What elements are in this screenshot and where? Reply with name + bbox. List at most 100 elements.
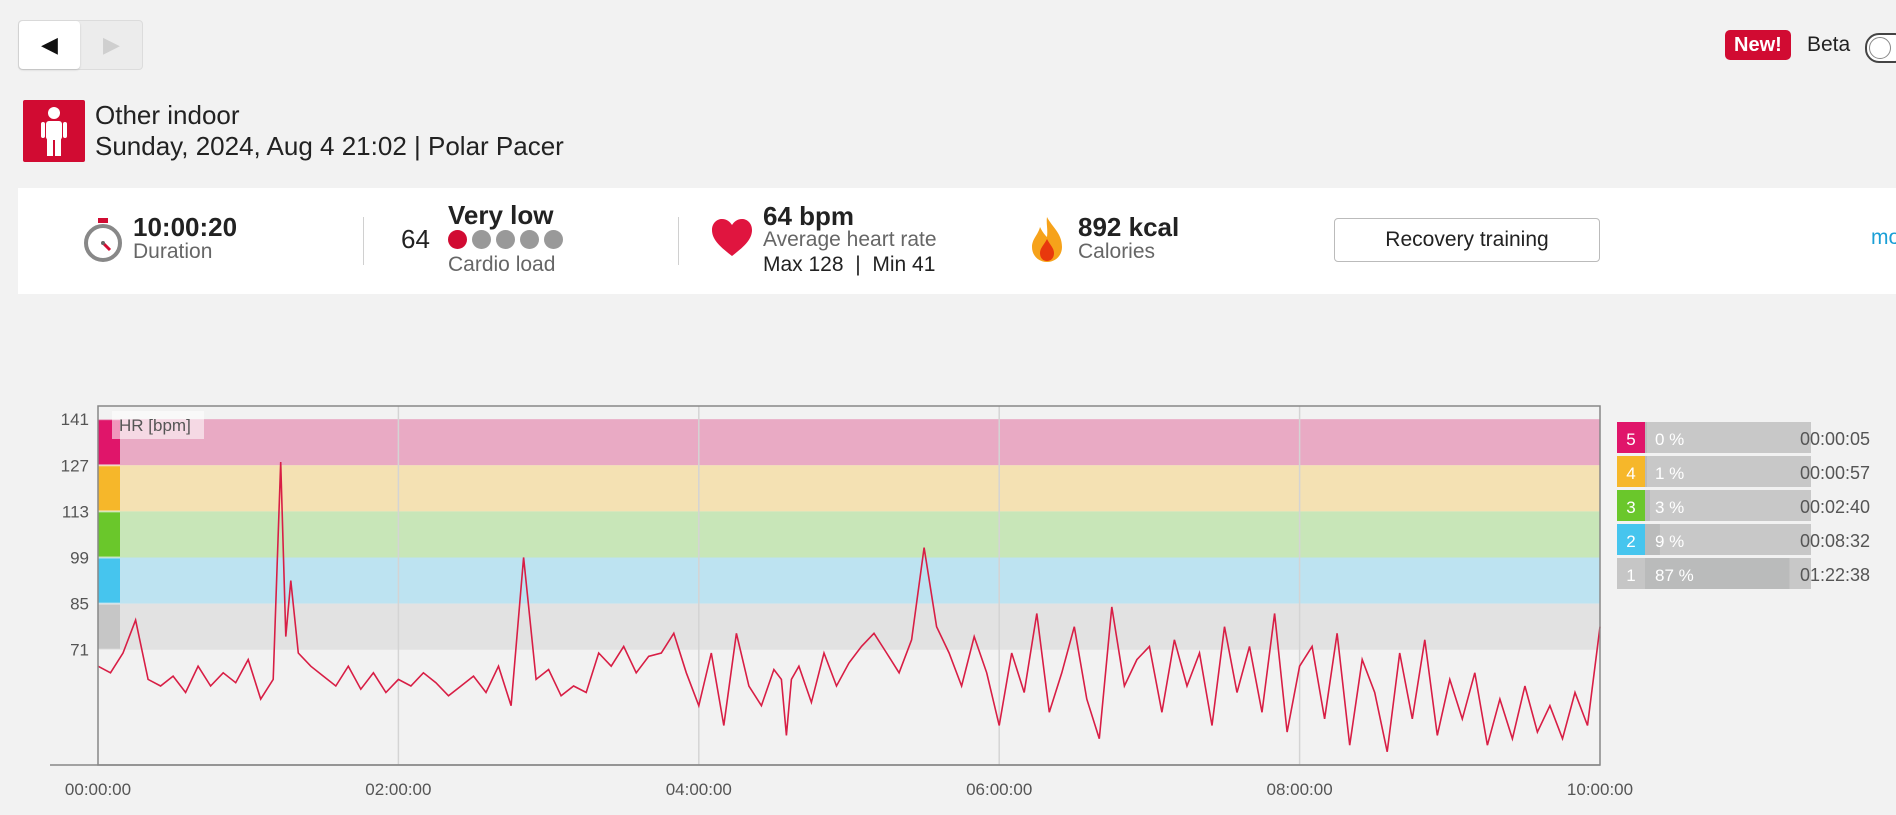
- zone-3-marker: [98, 512, 120, 557]
- x-axis-ticks: 00:00:00 02:00:00 04:00:00 06:00:00 08:00:00…: [65, 780, 1633, 799]
- cardio-dot: [544, 230, 563, 249]
- zone-1-fill: [1645, 558, 1790, 589]
- zone-percent: 3 %: [1655, 498, 1684, 517]
- x-tick-label: 06:00:00: [966, 780, 1032, 799]
- calories-label: Calories: [1078, 240, 1156, 263]
- cardio-dot-filled: [448, 230, 467, 249]
- zone-5-band: [98, 419, 1600, 466]
- zone-1-track: [1645, 558, 1811, 589]
- zone-2-swatch: [1617, 524, 1645, 555]
- heart-icon: [711, 218, 753, 263]
- hr-average-label: Average heart rate: [763, 228, 937, 251]
- zone-markers: [98, 420, 120, 649]
- cardio-dot: [520, 230, 539, 249]
- summary-card: [18, 188, 1896, 294]
- x-tick-label: 02:00:00: [365, 780, 431, 799]
- cardio-load-label: Cardio load: [448, 253, 556, 276]
- zone-time: 01:22:38: [1800, 565, 1870, 585]
- x-tick-label: 10:00:00: [1567, 780, 1633, 799]
- zone-number: 3: [1626, 498, 1635, 517]
- divider: [678, 217, 679, 265]
- toggle-knob: [1869, 37, 1891, 59]
- zone-summary: 5 0 % 00:00:05 4 1 % 00:00:57 3 3 % 00:02:40 2 9 %…: [1617, 422, 1870, 589]
- plot-frame: [97, 405, 1601, 766]
- zone-bands: [98, 419, 1600, 650]
- zone-time: 00:08:32: [1800, 531, 1870, 551]
- zone-percent: 1 %: [1655, 464, 1684, 483]
- training-benefit-button[interactable]: Recovery training: [1334, 218, 1600, 262]
- stopwatch-icon: [82, 216, 124, 269]
- y-tick-label: 141: [61, 410, 89, 429]
- zone-5-marker: [98, 420, 120, 465]
- previous-session-button[interactable]: ◀: [19, 21, 80, 69]
- zone-1-marker: [98, 604, 120, 649]
- new-badge: New!: [1725, 30, 1791, 60]
- next-session-button[interactable]: ▶: [81, 21, 142, 69]
- zone-1-band: [98, 603, 1600, 650]
- zone-time: 00:00:57: [1800, 463, 1870, 483]
- zone-5-track: [1645, 422, 1811, 453]
- hr-max-min: Max 128 | Min 41: [763, 253, 935, 277]
- hr-separator: |: [855, 253, 861, 276]
- series-label-background: [112, 411, 204, 439]
- zone-4-marker: [98, 466, 120, 511]
- series-label: HR [bpm]: [119, 416, 191, 435]
- zone-time: 00:02:40: [1800, 497, 1870, 517]
- zone-number: 4: [1626, 464, 1635, 483]
- duration-label: Duration: [133, 240, 213, 263]
- cardio-dot: [496, 230, 515, 249]
- sport-name: Other indoor: [95, 100, 240, 130]
- activity-navigation: ◀ ▶: [18, 20, 143, 70]
- y-axis-ticks: 141 127 113 99 85 71: [61, 410, 89, 660]
- cardio-load-value: 64: [401, 224, 430, 254]
- zone-4-fill: [1645, 456, 1647, 487]
- more-link[interactable]: mo: [1871, 226, 1896, 249]
- cardio-load-dots: [448, 230, 568, 249]
- zone-2-marker: [98, 558, 120, 603]
- hr-max: Max 128: [763, 253, 844, 276]
- zone-percent: 87 %: [1655, 566, 1694, 585]
- zone-number: 2: [1626, 532, 1635, 551]
- x-tick-label: 08:00:00: [1267, 780, 1333, 799]
- beta-toggle[interactable]: [1865, 33, 1896, 63]
- zone-2-fill: [1645, 524, 1660, 555]
- divider: [363, 217, 364, 265]
- zone-time: 00:00:05: [1800, 429, 1870, 449]
- session-date-device: Sunday, 2024, Aug 4 21:02 | Polar Pacer: [95, 131, 564, 161]
- y-tick-label: 127: [61, 456, 89, 475]
- zone-2-band: [98, 557, 1600, 604]
- arrow-right-icon: ▶: [103, 32, 120, 57]
- zone-3-fill: [1645, 490, 1650, 521]
- cardio-dot: [472, 230, 491, 249]
- zone-5-swatch: [1617, 422, 1645, 453]
- hr-average-value: 64 bpm: [763, 201, 855, 231]
- zone-percent: 0 %: [1655, 430, 1684, 449]
- x-tick-label: 04:00:00: [666, 780, 732, 799]
- hr-series-line: [97, 461, 1601, 752]
- cardio-load-level: Very low: [448, 200, 554, 230]
- y-tick-label: 71: [70, 641, 89, 660]
- zone-4-band: [98, 465, 1600, 512]
- zone-3-band: [98, 511, 1600, 558]
- y-tick-label: 113: [62, 502, 89, 521]
- zone-1-swatch: [1617, 558, 1645, 589]
- flame-icon: [1030, 215, 1064, 268]
- arrow-left-icon: ◀: [41, 32, 58, 57]
- zone-2-track: [1645, 524, 1811, 555]
- zone-percent: 9 %: [1655, 532, 1684, 551]
- chart-gridlines: [397, 406, 1301, 765]
- hr-min: Min 41: [872, 253, 936, 276]
- sport-person-icon: [23, 100, 85, 162]
- zone-number: 5: [1626, 430, 1635, 449]
- zone-3-swatch: [1617, 490, 1645, 521]
- zone-number: 1: [1626, 566, 1635, 585]
- zone-5-fill: [1645, 422, 1647, 453]
- zone-4-track: [1645, 456, 1811, 487]
- duration-value: 10:00:20: [133, 212, 238, 242]
- calories-value: 892 kcal: [1078, 212, 1180, 242]
- y-tick-label: 99: [70, 549, 89, 568]
- x-tick-label: 00:00:00: [65, 780, 131, 799]
- zone-3-track: [1645, 490, 1811, 521]
- beta-label: Beta: [1807, 33, 1851, 56]
